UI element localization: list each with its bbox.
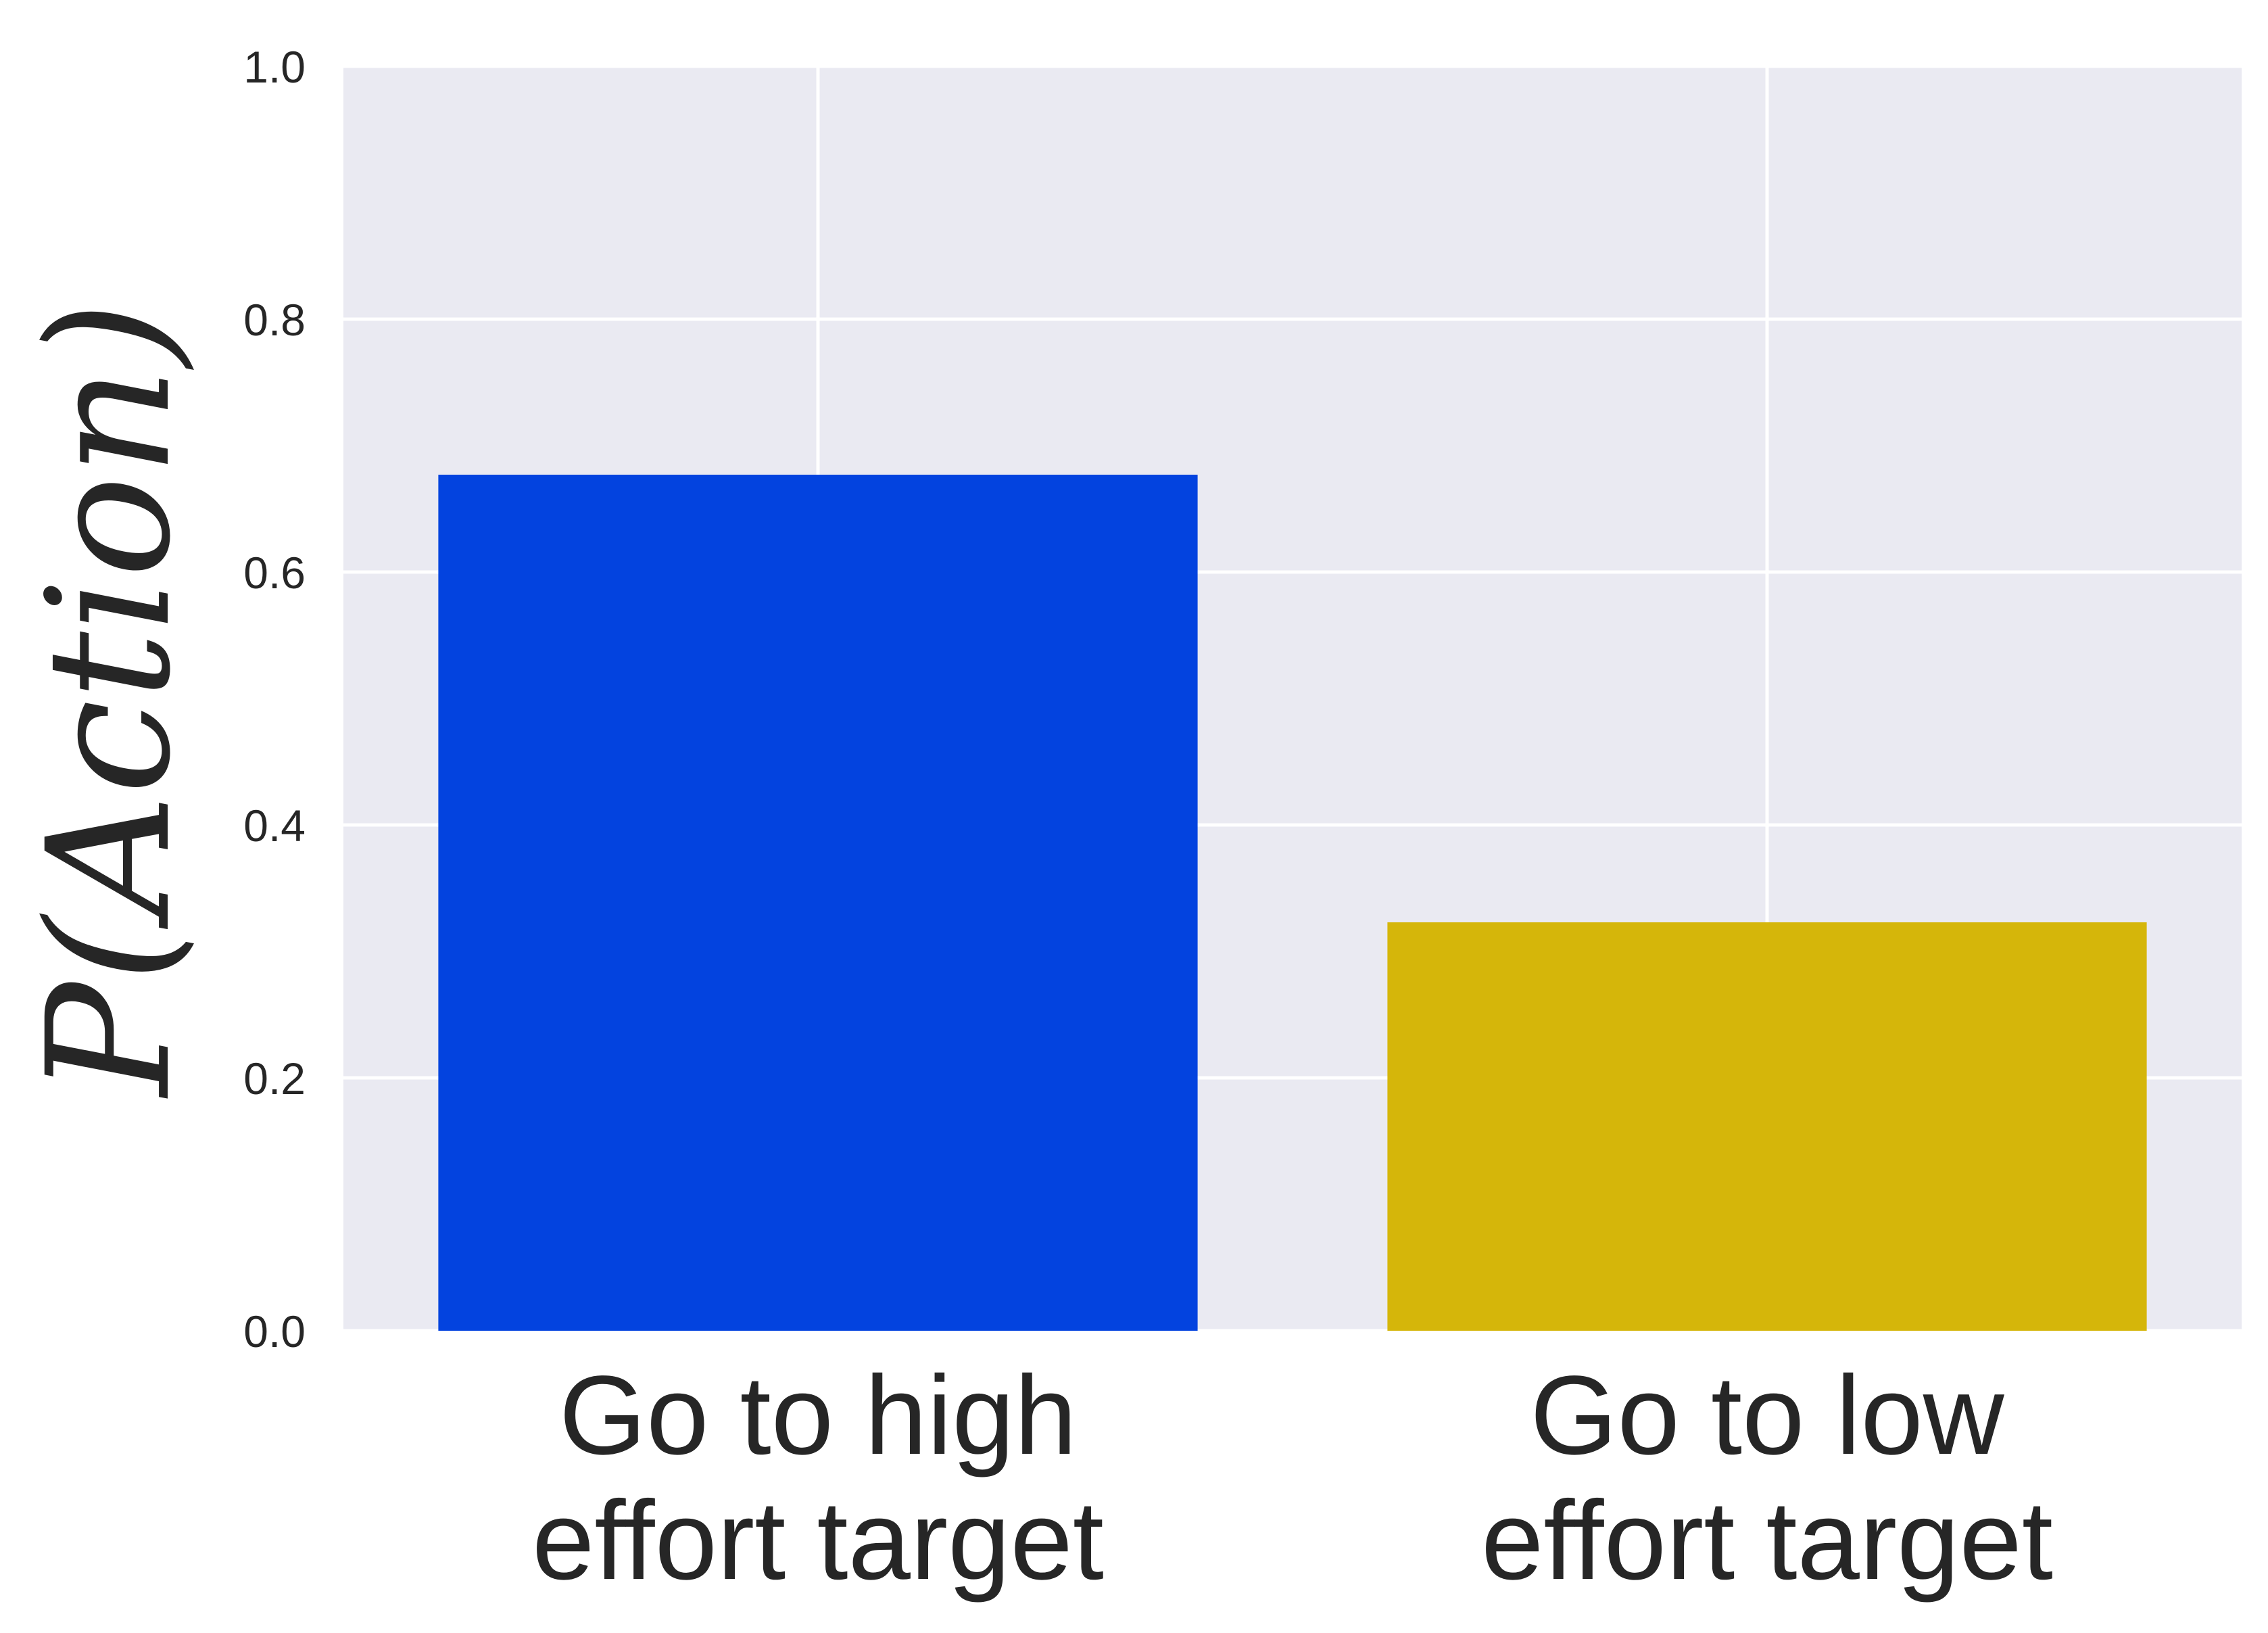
y-tick-label: 0.6 [243, 548, 306, 598]
x-tick-label-line: Go to low [1530, 1353, 2004, 1478]
x-tick-label-line: Go to high [559, 1353, 1077, 1478]
y-tick-label: 0.8 [243, 295, 306, 345]
bars [438, 475, 2147, 1331]
x-tick-label-line: effort target [1481, 1478, 2053, 1603]
y-tick-label: 1.0 [243, 42, 306, 92]
y-tick-label: 0.4 [243, 801, 306, 851]
y-tick-labels: 0.0 0.2 0.4 0.6 0.8 1.0 [243, 42, 306, 1356]
y-tick-label: 0.0 [243, 1306, 306, 1356]
bar-2 [1387, 922, 2147, 1331]
y-tick-label: 0.2 [243, 1054, 306, 1104]
x-tick-label: Go to low effort target [1481, 1353, 2053, 1603]
x-tick-label: Go to high effort target [532, 1353, 1104, 1603]
bar-1 [438, 475, 1198, 1331]
y-axis-label: P(Action) [11, 301, 208, 1099]
x-tick-label-line: effort target [532, 1478, 1104, 1603]
